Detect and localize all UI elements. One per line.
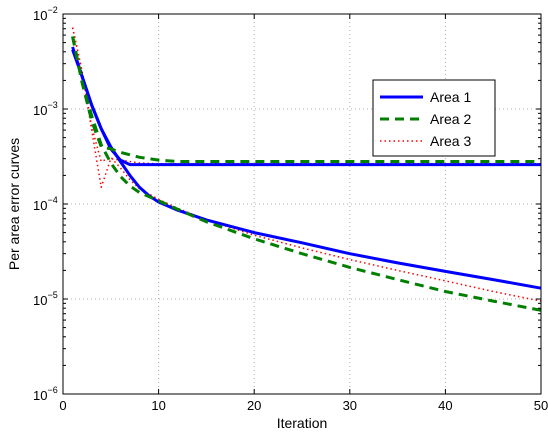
x-tick-label: 0 [59, 398, 66, 413]
series-line-area-2-lower [71, 36, 542, 312]
ticks: 0 10 20 30 40 50 10−6 10−5 10−4 10−3 10−2 [33, 5, 548, 413]
x-tick-label: 10 [151, 398, 165, 413]
legend-label-area-1: Area 1 [430, 89, 471, 105]
x-tick-label: 50 [534, 398, 548, 413]
y-tick-label: 10−2 [33, 5, 58, 23]
y-axis-label: Per area error curves [6, 138, 22, 270]
legend-label-area-3: Area 3 [430, 133, 471, 149]
series-line-area-3-upper [71, 27, 541, 189]
y-tick-label: 10−5 [33, 290, 58, 308]
y-tick-label: 10−4 [33, 195, 58, 213]
y-tick-label: 10−6 [33, 385, 58, 403]
x-tick-label: 40 [438, 398, 452, 413]
legend-box [372, 79, 496, 157]
x-tick-label: 20 [247, 398, 261, 413]
series-line-area-3-lower [71, 27, 542, 302]
plot-background [63, 14, 541, 394]
x-axis-label: Iteration [277, 415, 328, 431]
series-layer [71, 27, 542, 312]
y-tick-label: 10−3 [33, 100, 58, 118]
x-tick-label: 30 [343, 398, 357, 413]
grid [63, 14, 541, 394]
legend-label-area-2: Area 2 [430, 111, 471, 127]
legend: Area 1 Area 2 Area 3 [372, 79, 496, 157]
